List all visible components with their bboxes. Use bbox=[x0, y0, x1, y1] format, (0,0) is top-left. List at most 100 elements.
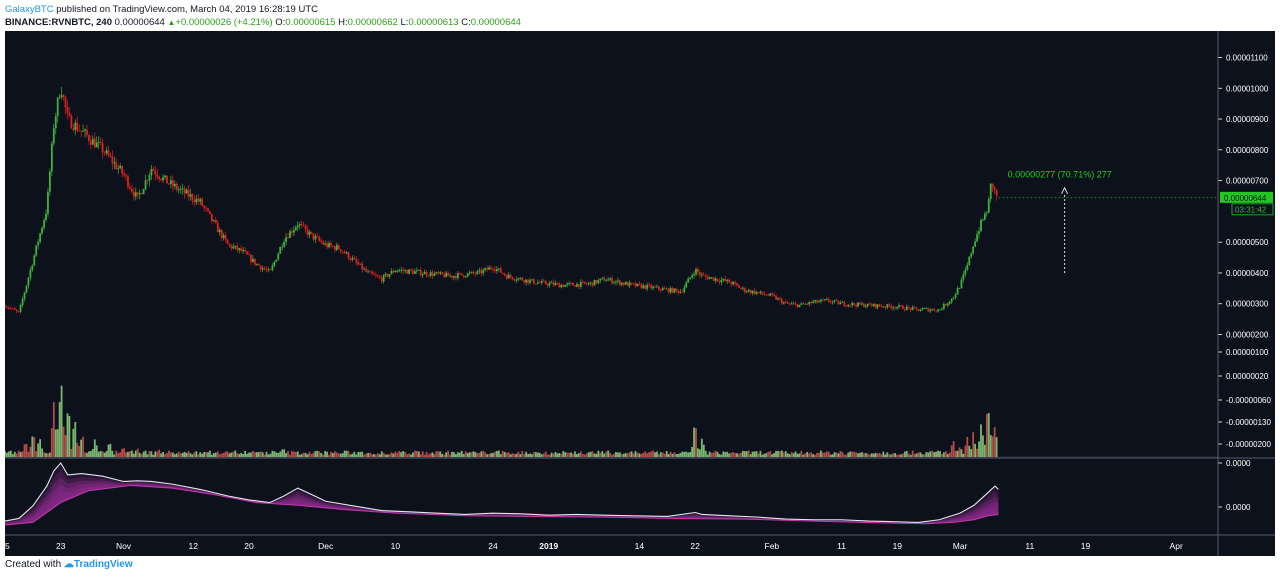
candle-body-249 bbox=[490, 267, 492, 269]
candle-body-502 bbox=[983, 213, 986, 220]
tradingview-brand[interactable]: TradingView bbox=[73, 559, 133, 570]
candle-body-70 bbox=[140, 193, 143, 195]
candle-body-107 bbox=[212, 220, 215, 222]
candle-body-490 bbox=[960, 279, 963, 289]
volume-bar-109 bbox=[216, 451, 219, 457]
candle-body-76 bbox=[152, 169, 155, 172]
volume-bar-370 bbox=[726, 451, 729, 457]
candle-body-385 bbox=[755, 292, 758, 294]
candle-body-129 bbox=[255, 263, 258, 265]
candle-body-23 bbox=[48, 171, 51, 192]
volume-bar-142 bbox=[281, 449, 284, 457]
volume-bar-219 bbox=[431, 452, 434, 457]
candle-body-139 bbox=[275, 259, 278, 262]
volume-bar-46 bbox=[93, 439, 96, 457]
volume-bar-282 bbox=[554, 451, 557, 457]
volume-bar-137 bbox=[271, 450, 274, 457]
candle-body-206 bbox=[406, 270, 409, 274]
candle-body-171 bbox=[337, 245, 340, 250]
countdown-label: 03:31:42 bbox=[1235, 205, 1267, 214]
candle-body-269 bbox=[529, 280, 531, 283]
candle-body-357 bbox=[700, 274, 703, 276]
candle-body-415 bbox=[814, 300, 816, 302]
candle-body-331 bbox=[650, 285, 652, 289]
volume-bar-249 bbox=[490, 453, 492, 457]
volume-bar-490 bbox=[960, 449, 963, 457]
indicator-tick-label-0: 0.0000 bbox=[1226, 459, 1251, 468]
candle-body-201 bbox=[396, 270, 399, 272]
volume-bar-275 bbox=[540, 454, 543, 457]
volume-bar-44 bbox=[89, 450, 92, 457]
volume-bar-478 bbox=[937, 450, 939, 457]
volume-bar-155 bbox=[306, 454, 309, 457]
candle-body-218 bbox=[429, 272, 432, 276]
indicator-base-line bbox=[5, 484, 999, 526]
volume-bar-79 bbox=[158, 449, 161, 457]
candle-body-439 bbox=[861, 303, 863, 305]
candle-body-102 bbox=[203, 205, 205, 208]
candle-body-198 bbox=[390, 270, 393, 275]
volume-bar-382 bbox=[749, 454, 752, 457]
volume-bar-393 bbox=[771, 454, 774, 457]
volume-bar-37 bbox=[76, 442, 79, 457]
volume-bar-462 bbox=[905, 451, 908, 457]
candle-body-164 bbox=[324, 243, 327, 245]
volume-bar-363 bbox=[712, 452, 715, 457]
candle-body-68 bbox=[136, 192, 139, 195]
candle-body-229 bbox=[451, 275, 453, 278]
candle-body-505 bbox=[989, 183, 992, 199]
candle-body-365 bbox=[716, 278, 719, 281]
candle-body-89 bbox=[177, 189, 180, 191]
volume-bar-83 bbox=[166, 453, 168, 457]
candle-body-232 bbox=[456, 273, 459, 279]
volume-bar-274 bbox=[538, 452, 541, 457]
volume-bar-139 bbox=[275, 452, 278, 457]
volume-bar-340 bbox=[667, 454, 670, 457]
candle-body-349 bbox=[685, 282, 688, 288]
candle-body-179 bbox=[353, 258, 356, 260]
candle-body-203 bbox=[400, 269, 403, 271]
candle-body-337 bbox=[661, 288, 664, 291]
candle-body-41 bbox=[84, 129, 86, 131]
volume-bar-195 bbox=[384, 454, 387, 457]
volume-bar-95 bbox=[189, 453, 192, 457]
volume-bar-394 bbox=[773, 453, 775, 457]
volume-bar-194 bbox=[382, 452, 385, 457]
volume-bar-120 bbox=[238, 454, 241, 457]
volume-bar-347 bbox=[681, 451, 684, 457]
publisher-name[interactable]: GalaxyBTC bbox=[5, 4, 54, 15]
volume-bar-400 bbox=[784, 451, 787, 457]
volume-bar-23 bbox=[48, 452, 51, 457]
volume-bar-404 bbox=[792, 453, 795, 457]
volume-bar-397 bbox=[779, 451, 781, 457]
volume-bar-160 bbox=[316, 450, 319, 457]
candle-body-47 bbox=[95, 142, 98, 148]
volume-bar-438 bbox=[859, 452, 861, 457]
candle-body-250 bbox=[492, 268, 494, 270]
candle-body-465 bbox=[911, 307, 914, 310]
candle-body-317 bbox=[622, 282, 625, 285]
volume-bar-236 bbox=[464, 451, 467, 457]
candle-body-282 bbox=[554, 283, 557, 286]
volume-bar-187 bbox=[369, 452, 371, 457]
candle-body-315 bbox=[618, 280, 621, 285]
candle-body-11 bbox=[25, 285, 28, 293]
volume-bar-14 bbox=[31, 436, 34, 457]
candle-body-336 bbox=[659, 289, 662, 291]
volume-bar-299 bbox=[587, 452, 590, 457]
volume-bar-144 bbox=[285, 453, 287, 457]
volume-bar-260 bbox=[511, 453, 514, 457]
volume-bar-239 bbox=[470, 452, 473, 457]
volume-bar-339 bbox=[665, 451, 668, 457]
price-chart[interactable]: 0.00000277 (70.71%) 277 0.000011000.0000… bbox=[5, 31, 1275, 556]
volume-bar-320 bbox=[628, 452, 631, 457]
volume-bar-342 bbox=[671, 453, 674, 457]
volume-bar-354 bbox=[695, 428, 697, 457]
volume-bar-103 bbox=[205, 451, 207, 457]
candle-body-403 bbox=[790, 303, 793, 305]
volume-bar-430 bbox=[843, 454, 846, 457]
candle-body-215 bbox=[423, 271, 426, 275]
volume-bar-317 bbox=[622, 453, 625, 457]
candle-body-161 bbox=[318, 237, 321, 241]
candle-body-91 bbox=[181, 188, 184, 190]
